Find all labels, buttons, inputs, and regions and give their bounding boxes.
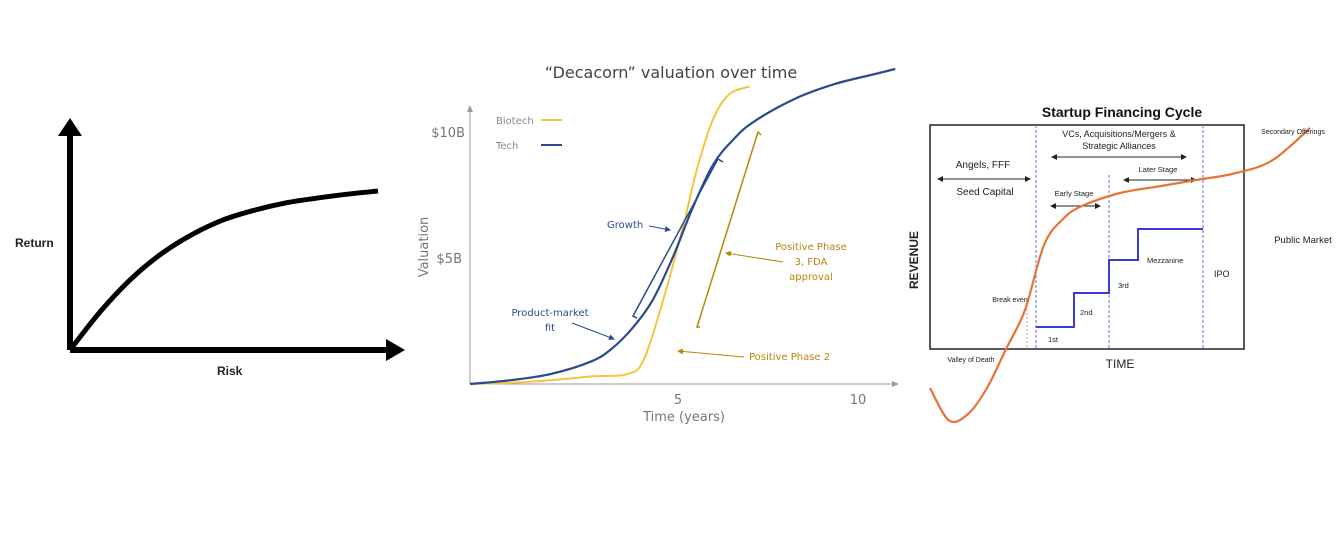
fda-arrow xyxy=(725,250,784,263)
fda-bracket xyxy=(695,130,762,328)
legend-biotech-label: Biotech xyxy=(496,116,534,127)
y-tick-10b: $10B xyxy=(431,126,465,141)
startup-financing-chart: Startup Financing Cycle Angels, FFF Seed… xyxy=(907,104,1332,424)
public-market-label: Public Market xyxy=(1274,235,1332,246)
revenue-curve xyxy=(929,127,1311,424)
y-axis-label: Valuation xyxy=(417,217,432,278)
growth-label: Growth xyxy=(607,220,643,231)
tech-series-line xyxy=(469,67,896,386)
stage-label-vc: VCs, Acquisitions/Mergers & Strategic All… xyxy=(1062,129,1176,151)
risk-return-chart: Return Risk xyxy=(15,118,405,378)
positive-phase-2-arrow xyxy=(677,348,745,358)
ipo-label: IPO xyxy=(1214,269,1230,279)
x-axis-label: Risk xyxy=(217,364,243,378)
chart-title: “Decacorn” valuation over time xyxy=(545,63,797,82)
x-tick-10: 10 xyxy=(850,393,867,408)
valley-of-death-label: Valley of Death xyxy=(948,357,995,364)
round-2nd-label: 2nd xyxy=(1080,308,1093,317)
y-axis-label: Return xyxy=(15,236,54,250)
product-market-fit-label: Product-market fit xyxy=(511,308,588,334)
break-even-label: Break even xyxy=(992,297,1028,304)
secondary-offerings-label: Secondary Offerings xyxy=(1261,129,1325,136)
round-1st-label: 1st xyxy=(1048,335,1059,344)
y-tick-5b: $5B xyxy=(437,252,462,267)
chart-title: Startup Financing Cycle xyxy=(1042,104,1202,120)
fda-approval-label: Positive Phase 3, FDA approval xyxy=(775,242,847,283)
x-axis-label: Time (years) xyxy=(642,410,725,425)
plot-frame xyxy=(929,124,1245,350)
round-3rd-label: 3rd xyxy=(1118,281,1129,290)
return-curve xyxy=(68,188,379,352)
stage-label-angels: Angels, FFF xyxy=(956,160,1010,171)
decacorn-chart: “Decacorn” valuation over time $10B $5B … xyxy=(417,63,899,425)
biotech-series-line xyxy=(469,85,750,385)
product-market-fit-arrow xyxy=(571,322,615,341)
stage-label-early: Early Stage xyxy=(1055,189,1094,198)
x-axis-arrowhead xyxy=(892,381,899,387)
funding-steps xyxy=(1036,228,1203,328)
x-axis-arrowhead xyxy=(386,339,405,361)
growth-arrow xyxy=(648,225,671,233)
y-axis-label: REVENUE xyxy=(907,231,921,289)
positive-phase-2-label: Positive Phase 2 xyxy=(749,352,830,363)
stage-label-later: Later Stage xyxy=(1139,165,1178,174)
x-tick-5: 5 xyxy=(674,393,682,408)
x-axis-label: TIME xyxy=(1106,357,1135,371)
round-mezzanine-label: Mezzanine xyxy=(1147,256,1183,265)
growth-bracket xyxy=(631,157,724,319)
y-axis-arrowhead xyxy=(58,118,82,136)
stage-label-seed: Seed Capital xyxy=(956,187,1013,198)
y-axis-arrowhead xyxy=(467,105,473,112)
legend-tech-label: Tech xyxy=(495,141,518,152)
